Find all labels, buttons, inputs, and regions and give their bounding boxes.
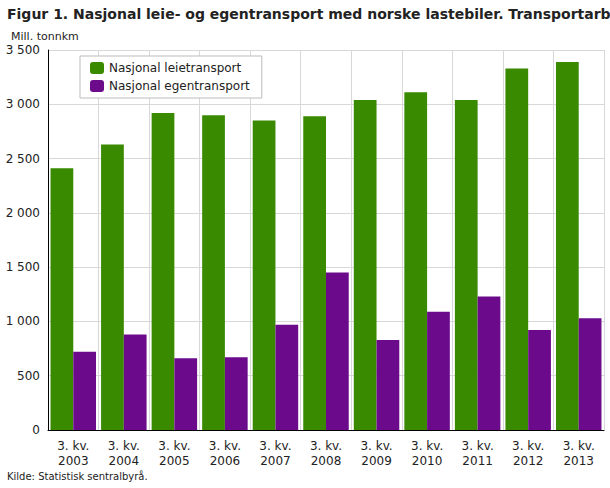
svg-text:Nasjonal egentransport: Nasjonal egentransport bbox=[109, 79, 250, 93]
svg-text:2 000: 2 000 bbox=[6, 206, 40, 220]
svg-text:Figur 1. Nasjonal leie- og ege: Figur 1. Nasjonal leie- og egentransport… bbox=[7, 6, 610, 22]
svg-text:2006: 2006 bbox=[210, 454, 241, 468]
svg-text:2012: 2012 bbox=[513, 454, 544, 468]
svg-text:0: 0 bbox=[32, 423, 40, 437]
svg-text:3. kv.: 3. kv. bbox=[259, 439, 291, 453]
svg-text:2011: 2011 bbox=[462, 454, 493, 468]
svg-text:2 500: 2 500 bbox=[6, 152, 40, 166]
svg-text:3. kv.: 3. kv. bbox=[563, 439, 595, 453]
svg-text:3. kv.: 3. kv. bbox=[462, 439, 494, 453]
svg-text:2005: 2005 bbox=[159, 454, 190, 468]
svg-text:3. kv.: 3. kv. bbox=[158, 439, 190, 453]
svg-text:2009: 2009 bbox=[361, 454, 392, 468]
svg-text:3. kv.: 3. kv. bbox=[209, 439, 241, 453]
svg-text:500: 500 bbox=[17, 369, 40, 383]
svg-text:1 000: 1 000 bbox=[6, 314, 40, 328]
svg-text:2003: 2003 bbox=[58, 454, 89, 468]
svg-text:Mill. tonnkm: Mill. tonnkm bbox=[11, 30, 79, 43]
svg-text:3. kv.: 3. kv. bbox=[108, 439, 140, 453]
svg-text:2008: 2008 bbox=[311, 454, 342, 468]
svg-text:Kilde: Statistisk sentralbyrå.: Kilde: Statistisk sentralbyrå. bbox=[7, 470, 148, 482]
svg-text:2013: 2013 bbox=[563, 454, 594, 468]
svg-text:3. kv.: 3. kv. bbox=[360, 439, 392, 453]
svg-text:3 000: 3 000 bbox=[6, 97, 40, 111]
svg-text:3. kv.: 3. kv. bbox=[57, 439, 89, 453]
svg-text:2007: 2007 bbox=[260, 454, 291, 468]
svg-text:3 500: 3 500 bbox=[6, 43, 40, 57]
svg-text:1 500: 1 500 bbox=[6, 260, 40, 274]
svg-text:3. kv.: 3. kv. bbox=[310, 439, 342, 453]
svg-text:2010: 2010 bbox=[412, 454, 443, 468]
svg-text:3. kv.: 3. kv. bbox=[512, 439, 544, 453]
svg-text:Nasjonal leietransport: Nasjonal leietransport bbox=[109, 61, 242, 75]
svg-text:2004: 2004 bbox=[109, 454, 140, 468]
svg-text:3. kv.: 3. kv. bbox=[411, 439, 443, 453]
